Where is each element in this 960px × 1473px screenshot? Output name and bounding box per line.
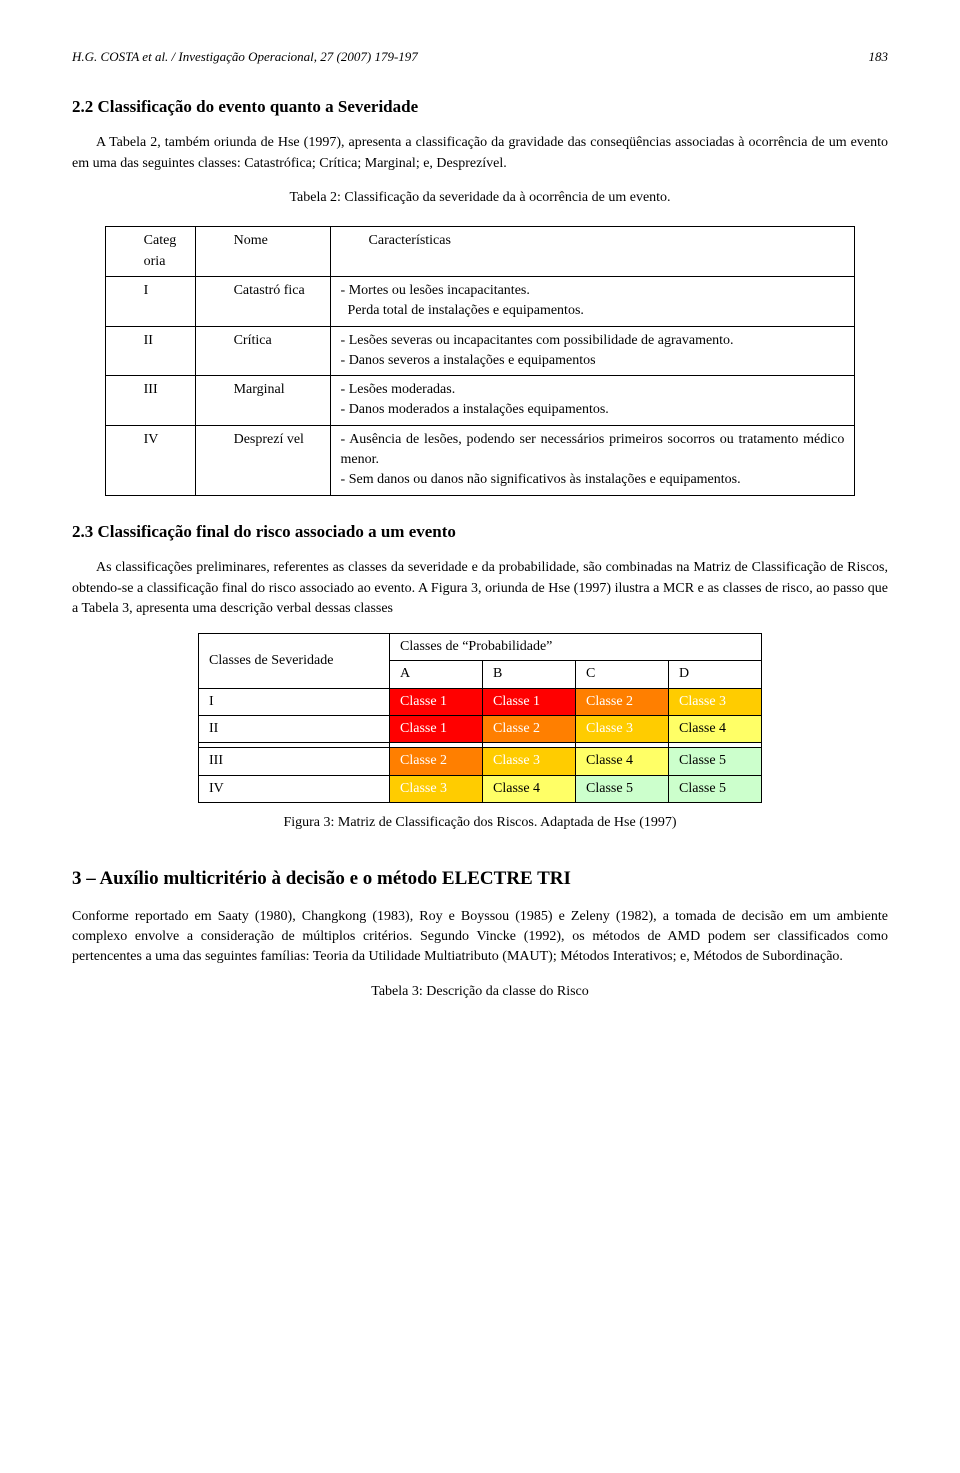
matrix-col-c: C (576, 661, 669, 688)
section-2-2-para: A Tabela 2, também oriunda de Hse (1997)… (72, 133, 888, 174)
matrix-caption: Figura 3: Matriz de Classificação dos Ri… (72, 813, 888, 833)
table2-cat: III (116, 380, 158, 400)
section-3-title: 3 – Auxílio multicritério à decisão e o … (72, 865, 888, 893)
table2-car: - Lesões severas ou incapacitantes com p… (330, 326, 855, 376)
table2-row: IV Desprezí vel - Ausência de lesões, po… (105, 425, 855, 495)
table2-head-nome: Nome (206, 231, 268, 251)
matrix-cell: Classe 4 (483, 775, 576, 802)
table2-head-row: Categ oria Nome Características (105, 227, 855, 277)
matrix-cell: Classe 2 (390, 748, 483, 775)
section-2-2-title: 2.2 Classificação do evento quanto a Sev… (72, 95, 888, 120)
matrix-cell: Classe 3 (669, 688, 762, 715)
table2-cat: II (116, 331, 153, 351)
table2-nome: Crítica (206, 331, 272, 351)
matrix-cell: Classe 4 (669, 716, 762, 743)
matrix-sev: I (199, 688, 390, 715)
header-page: 183 (869, 48, 889, 67)
matrix-row: III Classe 2 Classe 3 Classe 4 Classe 5 (199, 748, 762, 775)
matrix-row: IV Classe 3 Classe 4 Classe 5 Classe 5 (199, 775, 762, 802)
running-header: H.G. COSTA et al. / Investigação Operaci… (72, 48, 888, 67)
table2-cat: IV (116, 430, 159, 450)
table3-caption: Tabela 3: Descrição da classe do Risco (72, 982, 888, 1002)
section-3-para: Conforme reportado em Saaty (1980), Chan… (72, 907, 888, 968)
matrix-row: II Classe 1 Classe 2 Classe 3 Classe 4 (199, 716, 762, 743)
matrix-header-row: Classes de Severidade Classes de “Probab… (199, 634, 762, 661)
table2-cat: I (116, 281, 149, 301)
table2-row: I Catastró fica - Mortes ou lesões incap… (105, 276, 855, 326)
table2-head-cat: Categ oria (116, 231, 185, 272)
table2-car: - Mortes ou lesões incapacitantes. Perda… (330, 276, 855, 326)
matrix-cell: Classe 1 (483, 688, 576, 715)
matrix-col-b: B (483, 661, 576, 688)
matrix-cell: Classe 3 (576, 716, 669, 743)
table2-car: - Ausência de lesões, podendo ser necess… (330, 425, 855, 495)
table2-row: II Crítica - Lesões severas ou incapacit… (105, 326, 855, 376)
matrix-cell: Classe 5 (576, 775, 669, 802)
table2-row: III Marginal - Lesões moderadas.- Danos … (105, 376, 855, 426)
matrix-cell: Classe 1 (390, 716, 483, 743)
table2-caption: Tabela 2: Classificação da severidade da… (72, 188, 888, 208)
matrix-sev-header: Classes de Severidade (199, 634, 390, 689)
risk-matrix: Classes de Severidade Classes de “Probab… (198, 633, 762, 803)
header-left: H.G. COSTA et al. / Investigação Operaci… (72, 48, 418, 67)
matrix-sev: III (199, 748, 390, 775)
table2: Categ oria Nome Características I Catast… (105, 226, 856, 495)
table2-nome: Catastró fica (206, 281, 305, 301)
table2-nome: Desprezí vel (206, 430, 304, 450)
matrix-cell: Classe 1 (390, 688, 483, 715)
table2-nome: Marginal (206, 380, 285, 400)
matrix-cell: Classe 5 (669, 748, 762, 775)
section-2-3-title: 2.3 Classificação final do risco associa… (72, 520, 888, 545)
matrix-col-a: A (390, 661, 483, 688)
matrix-prob-header: Classes de “Probabilidade” (390, 634, 762, 661)
matrix-row: I Classe 1 Classe 1 Classe 2 Classe 3 (199, 688, 762, 715)
table2-head-car: Características (341, 231, 451, 251)
matrix-sev: II (199, 716, 390, 743)
matrix-cell: Classe 2 (483, 716, 576, 743)
matrix-cell: Classe 3 (483, 748, 576, 775)
section-2-3-para: As classificações preliminares, referent… (72, 558, 888, 619)
matrix-cell: Classe 4 (576, 748, 669, 775)
table2-car: - Lesões moderadas.- Danos moderados a i… (330, 376, 855, 426)
matrix-cell: Classe 2 (576, 688, 669, 715)
matrix-cell: Classe 3 (390, 775, 483, 802)
matrix-col-d: D (669, 661, 762, 688)
matrix-cell: Classe 5 (669, 775, 762, 802)
matrix-sev: IV (199, 775, 390, 802)
